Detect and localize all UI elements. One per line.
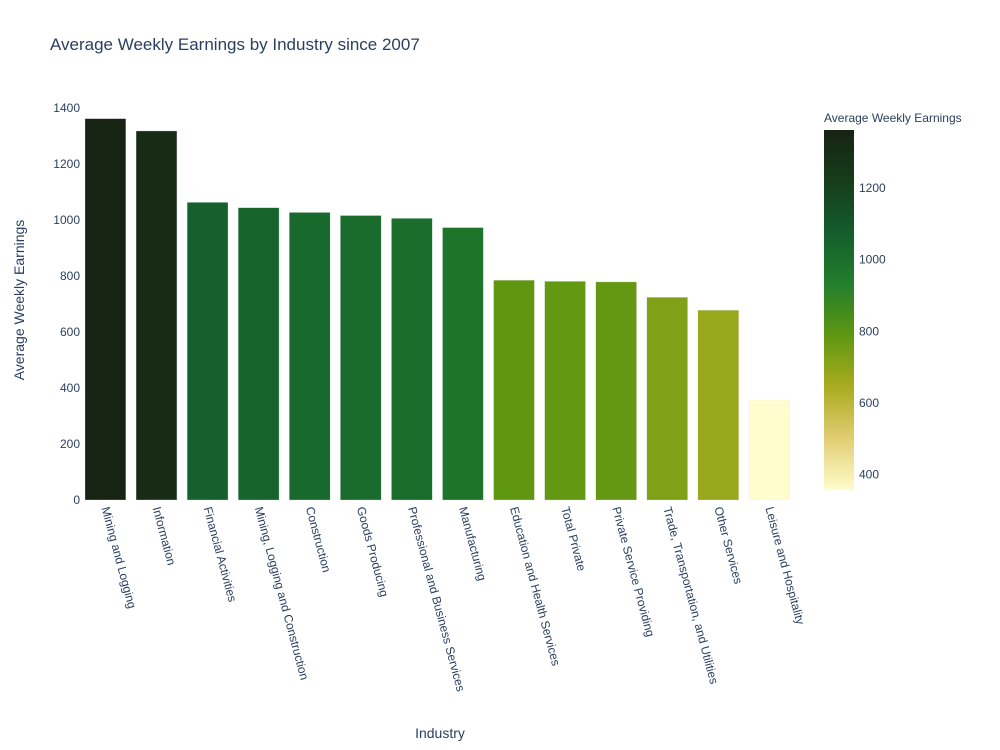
y-tick-label: 0 (73, 493, 80, 507)
x-axis-title: Industry (415, 725, 465, 741)
x-tick-label: Leisure and Hospitality (762, 505, 807, 626)
bar (391, 218, 433, 501)
x-tick-label: Information (150, 505, 179, 567)
bar (135, 130, 178, 501)
bar (493, 279, 535, 501)
bar (748, 399, 791, 501)
x-tick-label: Mining and Logging (99, 505, 140, 610)
x-tick-label: Construction (303, 505, 334, 574)
x-tick-label: Education and Health Services (507, 505, 563, 667)
bars (84, 118, 791, 501)
y-tick-label: 600 (60, 325, 80, 339)
y-tick-label: 1000 (53, 213, 80, 227)
bar (84, 118, 127, 501)
y-tick-label: 1200 (53, 157, 80, 171)
bar (289, 212, 331, 501)
x-axis: Mining and Logging Information Financial A… (99, 505, 808, 693)
y-axis-title: Average Weekly Earnings (11, 220, 27, 381)
y-tick-label: 200 (60, 437, 80, 451)
chart-title: Average Weekly Earnings by Industry sinc… (50, 35, 420, 54)
x-tick-label: Financial Activities (201, 505, 240, 603)
x-tick-label: Manufacturing (456, 505, 489, 582)
x-tick-label: Professional and Business Services (405, 505, 468, 693)
x-tick-label: Trade, Transportation, and Utilities (660, 505, 721, 685)
bar (340, 215, 382, 501)
colorbar-tick-label: 600 (859, 396, 879, 410)
x-tick-label: Goods Producing (354, 505, 392, 598)
colorbar-tick-label: 400 (859, 468, 879, 482)
colorbar-tick-label: 1000 (859, 253, 886, 267)
bar (595, 281, 637, 501)
x-tick-label: Private Service Providing (609, 505, 657, 638)
bar (237, 207, 280, 501)
x-tick-label: Mining, Logging and Construction (252, 505, 312, 681)
y-tick-label: 1400 (53, 101, 80, 115)
colorbar-tick-label: 1200 (859, 181, 886, 195)
y-tick-label: 800 (60, 269, 80, 283)
x-tick-label: Other Services (711, 505, 745, 585)
bar (544, 281, 586, 501)
x-tick-label: Total Private (558, 505, 589, 573)
bar (697, 309, 739, 501)
y-tick-label: 400 (60, 381, 80, 395)
colorbar-ticks: 400 600 800 1000 1200 (859, 181, 886, 482)
y-axis: 0 200 400 600 800 1000 1200 1400 (53, 101, 80, 507)
bar (186, 202, 229, 501)
colorbar (824, 130, 854, 490)
bar (646, 297, 688, 501)
bar (442, 227, 484, 501)
colorbar-title: Average Weekly Earnings (824, 111, 962, 125)
colorbar-tick-label: 800 (859, 324, 879, 338)
